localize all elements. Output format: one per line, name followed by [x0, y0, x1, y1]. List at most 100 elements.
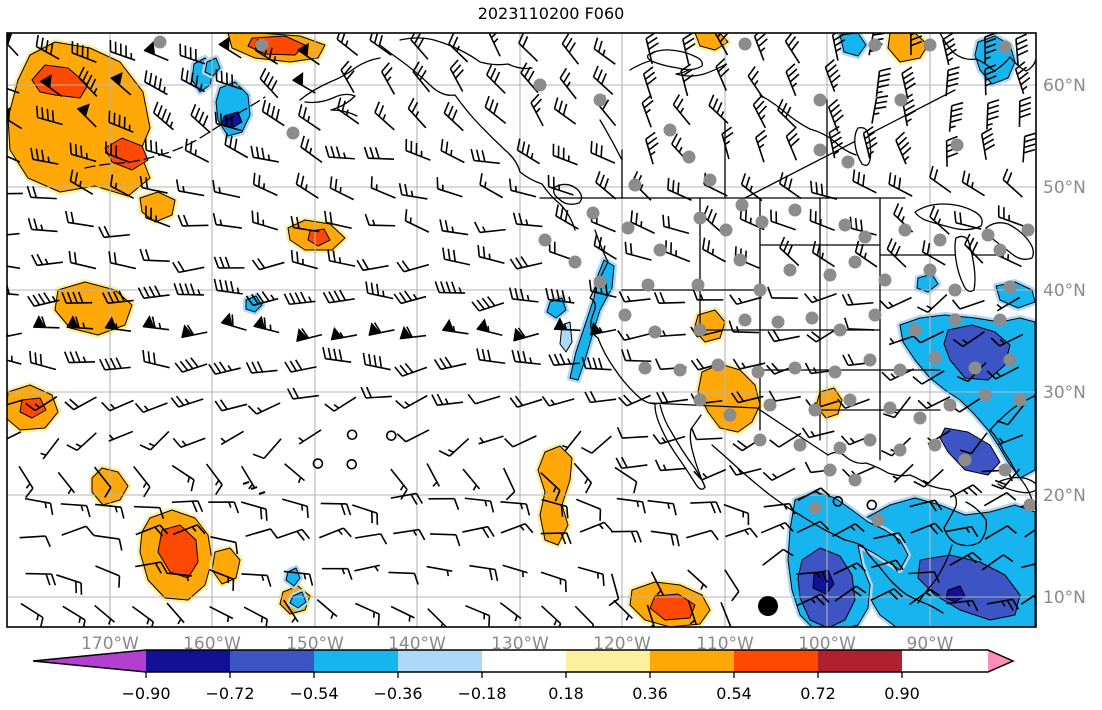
barb-staff [488, 33, 501, 57]
barb-full [716, 33, 723, 38]
barb-full [324, 210, 328, 223]
wind-barb [929, 205, 950, 235]
wind-barb [218, 36, 242, 59]
wind-barb [541, 395, 575, 407]
barb-full [946, 152, 959, 158]
barb-full [604, 283, 608, 296]
barb-half [409, 217, 412, 224]
wind-barb [518, 33, 539, 62]
wind-barb [767, 286, 798, 299]
wind-barb [64, 396, 97, 411]
barb-staff [778, 432, 802, 448]
wind-barb [763, 502, 796, 515]
barb-staff [921, 370, 945, 385]
barb-half [219, 219, 223, 226]
barb-staff [590, 398, 617, 404]
barb-staff [984, 525, 1008, 540]
barb-full [341, 100, 346, 113]
barb-staff [71, 52, 97, 64]
barb-staff [185, 149, 210, 163]
barb-staff [576, 498, 601, 510]
barb-staff [135, 561, 161, 568]
barb-staff [908, 588, 931, 606]
station-dot [808, 501, 822, 515]
barb-full [298, 104, 303, 116]
station-dot [719, 223, 733, 237]
barb-full [407, 97, 415, 109]
barb-full [710, 529, 719, 541]
barb-full [66, 291, 73, 304]
wind-barb [433, 356, 467, 371]
barb-staff [910, 522, 936, 534]
barb-staff [682, 39, 690, 65]
wind-barb [729, 294, 762, 306]
barb-full [488, 99, 495, 111]
barb-full [680, 63, 692, 72]
barb-full [525, 503, 531, 516]
barb-full [37, 293, 46, 305]
barb-staff [590, 290, 617, 299]
wind-barb [220, 430, 245, 446]
barb-full [947, 66, 960, 71]
barb-full [25, 402, 36, 412]
wind-barb [363, 146, 395, 160]
wind-barb [998, 434, 1024, 446]
barb-full [361, 258, 370, 270]
barb-half [566, 81, 571, 88]
barb-staff [205, 463, 223, 486]
barb-full [263, 317, 267, 330]
barb-half [47, 156, 50, 163]
barb-full [80, 145, 83, 158]
station-dot [950, 138, 964, 152]
wind-barb [152, 101, 174, 131]
barb-full [445, 141, 449, 154]
barb-full [984, 43, 997, 49]
barb-full [333, 348, 338, 361]
barb-staff [650, 530, 677, 536]
barb-staff [283, 570, 310, 576]
barb-full [333, 290, 341, 302]
barb-half [1001, 600, 1006, 607]
barb-staff [215, 367, 241, 375]
barb-full [599, 174, 605, 187]
wind-barb [908, 571, 940, 583]
barb-staff [318, 527, 344, 539]
wind-barb [801, 427, 835, 439]
barb-full [785, 63, 796, 73]
wind-barb [139, 248, 170, 263]
barb-full [926, 242, 931, 255]
barb-half [947, 57, 954, 62]
barb-full [757, 38, 768, 48]
barb-full [364, 213, 370, 226]
barb-half [4, 260, 5, 266]
barb-staff [574, 605, 595, 626]
barb-full [878, 78, 890, 83]
barb-staff [855, 251, 878, 268]
wind-barb [593, 233, 617, 260]
barb-staff [7, 399, 24, 406]
barb-full [487, 526, 495, 538]
lat-tick-label: 50°N [1043, 178, 1086, 198]
barb-full [648, 42, 659, 50]
calm-circle [346, 458, 358, 470]
barb-half [890, 373, 896, 379]
barb-half [432, 481, 438, 487]
barb-full [177, 214, 184, 227]
barb-full [654, 459, 662, 471]
barb-staff [888, 183, 913, 197]
barb-full [418, 529, 426, 541]
barb-full [874, 106, 887, 110]
barb-half [108, 434, 114, 440]
wind-barb [462, 468, 481, 491]
barb-staff [644, 139, 654, 165]
barb-full [911, 25, 922, 29]
barb-full [517, 327, 526, 338]
barb-full [467, 393, 476, 405]
barb-half [700, 583, 704, 590]
barb-staff [320, 502, 347, 505]
barb-staff [642, 73, 653, 100]
barb-full [645, 131, 656, 140]
barb-full [172, 437, 182, 448]
barb-full [230, 280, 235, 293]
wind-barb [20, 602, 44, 627]
